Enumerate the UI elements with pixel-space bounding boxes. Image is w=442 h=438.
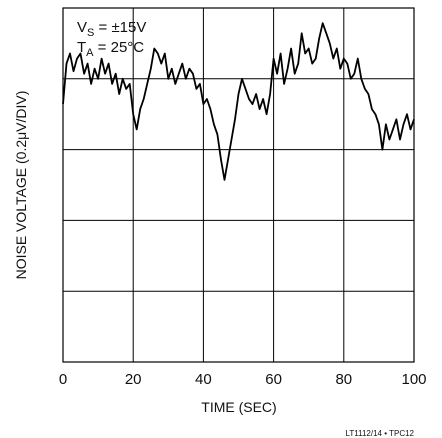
- figure-footer: LT1112/14 • TPC12: [346, 429, 415, 438]
- plot-frame: [62, 7, 415, 363]
- x-tick-label: 100: [401, 371, 426, 388]
- x-tick-label: 80: [335, 371, 352, 388]
- x-axis-label: TIME (SEC): [201, 399, 276, 415]
- supply-voltage-annotation: VS = ±15V: [77, 19, 146, 39]
- grid: [63, 8, 414, 362]
- noise-trace: [62, 22, 415, 181]
- x-tick-label: 20: [125, 371, 142, 388]
- temperature-annotation: TA = 25°C: [77, 39, 144, 59]
- x-tick-label: 60: [265, 371, 282, 388]
- y-axis-label: NOISE VOLTAGE (0.2μV/DIV): [13, 91, 29, 280]
- x-tick-label: 0: [59, 371, 67, 388]
- x-tick-labels: 0 20 40 60 80 100: [59, 371, 427, 388]
- x-tick-label: 40: [195, 371, 212, 388]
